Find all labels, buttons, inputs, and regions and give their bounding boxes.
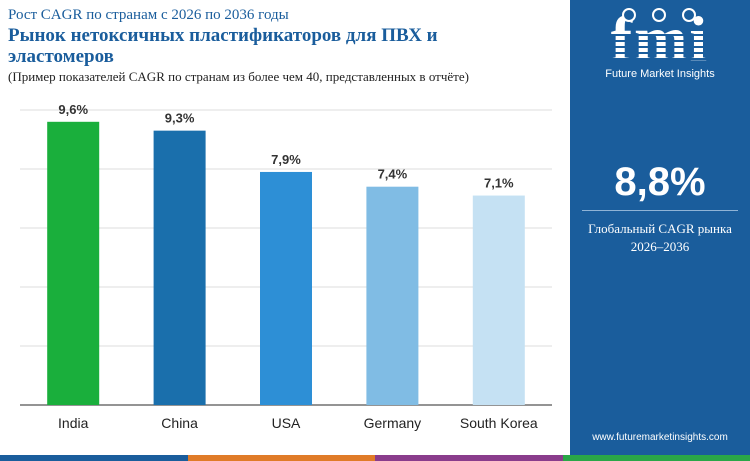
- bar-india: [47, 121, 100, 406]
- bar-china: [153, 130, 206, 405]
- category-label: South Korea: [460, 415, 538, 431]
- website-link[interactable]: www.futuremarketinsights.com: [592, 432, 728, 443]
- bars: [47, 121, 525, 406]
- band-segment: [187, 455, 375, 461]
- band-segment: [375, 455, 563, 461]
- chart-title: Рынок нетоксичных пластификаторов для ПВ…: [8, 25, 568, 67]
- summary-panel: fmi Future Market Insights 8,8% Глобальн…: [570, 0, 750, 455]
- panel-divider: [582, 210, 738, 211]
- category-label: USA: [272, 415, 301, 431]
- value-label: 9,3%: [165, 111, 195, 126]
- category-label: Germany: [364, 415, 422, 431]
- global-cagr-label: Глобальный CAGR рынка 2026–2036: [570, 220, 750, 256]
- global-cagr-label-line-2: 2026–2036: [630, 239, 690, 254]
- chart-eyebrow: Рост CAGR по странам с 2026 по 2036 годы: [8, 7, 289, 23]
- band-segment: [0, 455, 188, 461]
- bar-south-korea: [472, 195, 525, 405]
- logo-stripes-decoration: [592, 30, 728, 60]
- chart-title-line-1: Рынок нетоксичных пластификаторов для ПВ…: [8, 25, 438, 46]
- band-segment: [562, 455, 750, 461]
- bar-usa: [260, 171, 312, 405]
- value-label: 7,1%: [484, 176, 514, 191]
- category-label: China: [161, 415, 198, 431]
- globe-icon: [682, 8, 696, 22]
- value-labels: 9,6% 9,3% 7,9% 7,4% 7,1%: [58, 102, 514, 191]
- category-labels: India China USA Germany South Korea: [58, 415, 538, 431]
- globe-icon: [652, 8, 666, 22]
- global-cagr-value: 8,8%: [614, 160, 706, 204]
- bottom-color-band: [0, 455, 750, 461]
- chart-title-line-2: эластомеров: [8, 46, 114, 67]
- value-label: 9,6%: [58, 102, 88, 117]
- value-label: 7,9%: [271, 152, 301, 167]
- bar-chart: 9,6% 9,3% 7,9% 7,4% 7,1% India China USA German…: [20, 102, 552, 431]
- logo-subtitle: Future Market Insights: [605, 68, 715, 80]
- category-label: India: [58, 415, 89, 431]
- chart-subtitle: (Пример показателей CAGR по странам из б…: [8, 69, 469, 84]
- globe-icon: [622, 8, 636, 22]
- bar-germany: [366, 186, 419, 405]
- chart-header: Рост CAGR по странам с 2026 по 2036 годы…: [8, 6, 568, 85]
- value-label: 7,4%: [378, 167, 408, 182]
- global-cagr-label-line-1: Глобальный CAGR рынка: [588, 221, 732, 236]
